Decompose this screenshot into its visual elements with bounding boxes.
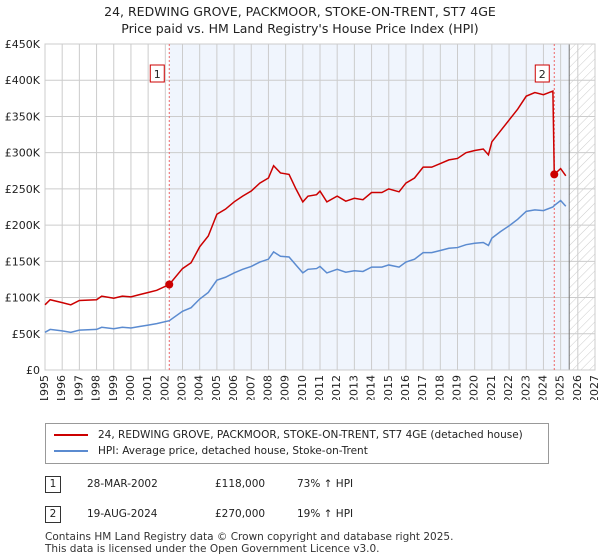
x-tick-label: 2000	[124, 375, 137, 400]
sale-point	[550, 170, 559, 179]
x-tick-label: 2022	[502, 375, 515, 400]
y-tick-label: £150K	[5, 255, 41, 268]
x-tick-label: 2015	[382, 375, 395, 400]
y-tick-label: £400K	[5, 74, 41, 87]
x-tick-label: 2024	[536, 375, 549, 400]
y-tick-label: £200K	[5, 219, 41, 232]
x-tick-label: 1997	[72, 375, 85, 400]
x-tick-label: 2018	[433, 375, 446, 400]
price-chart: 1995 1996 1997 1998 1999 2000 2001 2002 2003 2004…	[5, 38, 600, 400]
x-tick-label: 2008	[261, 375, 274, 400]
chart-title: 24, REDWING GROVE, PACKMOOR, STOKE-ON-TR…	[104, 4, 496, 19]
legend: 24, REDWING GROVE, PACKMOOR, STOKE-ON-TR…	[45, 423, 549, 464]
x-tick-label: 2020	[468, 375, 481, 400]
legend-property: 24, REDWING GROVE, PACKMOOR, STOKE-ON-TR…	[98, 429, 523, 441]
x-tick-label: 2007	[244, 375, 257, 400]
y-tick-label: £100K	[5, 292, 41, 305]
y-tick-label: £450K	[5, 38, 41, 51]
property-line-swatch	[54, 434, 88, 436]
x-tick-label: 2006	[227, 375, 240, 400]
transaction-price: £270,000	[215, 508, 266, 520]
y-tick-label: £350K	[5, 110, 41, 123]
transaction-date: 19-AUG-2024	[87, 508, 158, 520]
y-tick-label: £50K	[12, 328, 41, 341]
property-price-line	[44, 90, 567, 306]
transaction-date: 28-MAR-2002	[87, 478, 158, 490]
x-tick-label: 2014	[365, 375, 378, 400]
footer-copyright: Contains HM Land Registry data © Crown c…	[45, 531, 454, 543]
sale-label-box	[534, 64, 550, 83]
sale-point	[165, 280, 174, 289]
transaction-number: 2	[45, 506, 61, 523]
x-tick-label: 1998	[90, 375, 103, 400]
x-tick-label: 2009	[279, 375, 292, 400]
x-tick-label: 2019	[451, 375, 464, 400]
sale-label-box	[149, 64, 165, 83]
x-tick-label: 2023	[519, 375, 532, 400]
x-tick-label: 2011	[313, 375, 326, 400]
x-tick-label: 2012	[330, 375, 343, 400]
x-tick-label: 2004	[193, 375, 206, 400]
x-tick-label: 2027	[588, 375, 600, 400]
x-tick-label: 2013	[347, 375, 360, 400]
x-tick-label: 2025	[554, 375, 567, 400]
x-tick-label: 2021	[485, 375, 498, 400]
x-tick-label: 2016	[399, 375, 412, 400]
sale-label: 1	[154, 68, 161, 81]
y-tick-label: £0	[26, 364, 40, 377]
sale-label: 2	[539, 68, 546, 81]
hpi-line-swatch	[54, 450, 88, 452]
hpi-line	[44, 199, 567, 334]
transaction-row: 1 28-MAR-2002 £118,000 73% ↑ HPI	[45, 476, 545, 494]
transaction-price: £118,000	[215, 478, 266, 490]
y-tick-label: £250K	[5, 183, 41, 196]
transaction-hpi: 73% ↑ HPI	[297, 478, 354, 490]
x-tick-label: 2001	[141, 375, 154, 400]
shaded-period	[169, 44, 570, 370]
x-tick-label: 2010	[296, 375, 309, 400]
chart-subtitle: Price paid vs. HM Land Registry's House …	[121, 21, 479, 36]
x-tick-label: 1996	[55, 375, 68, 400]
transaction-row: 2 19-AUG-2024 £270,000 19% ↑ HPI	[45, 506, 545, 524]
x-tick-label: 2017	[416, 375, 429, 400]
forecast-hatch	[569, 44, 595, 370]
legend-hpi: HPI: Average price, detached house, Stok…	[98, 445, 368, 457]
transaction-hpi: 19% ↑ HPI	[297, 508, 354, 520]
x-tick-label: 2026	[571, 375, 584, 400]
x-tick-label: 2002	[158, 375, 171, 400]
footer-licence: This data is licensed under the Open Gov…	[45, 543, 380, 555]
x-tick-label: 2005	[210, 375, 223, 400]
plot-border	[44, 43, 596, 371]
x-tick-label: 1999	[107, 375, 120, 400]
x-tick-label: 2003	[176, 375, 189, 400]
transaction-number: 1	[45, 476, 61, 493]
y-tick-label: £300K	[5, 147, 41, 160]
x-tick-label: 1995	[38, 375, 51, 400]
